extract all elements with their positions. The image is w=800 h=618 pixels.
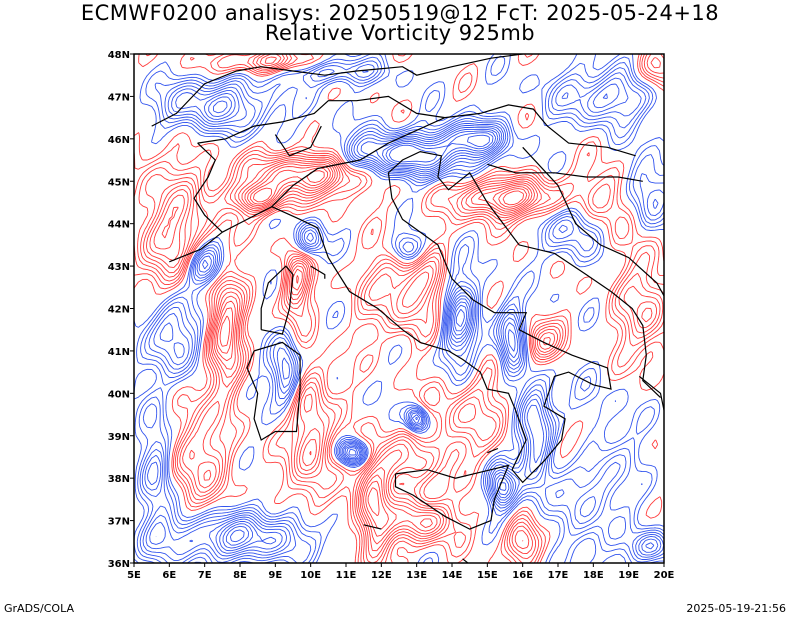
lon-label: 20E: [654, 570, 675, 581]
lon-label: 16E: [512, 570, 533, 581]
lat-label: 47N: [108, 92, 130, 103]
negative-contour: [229, 134, 490, 543]
positive-contour: [219, 167, 528, 517]
coastline: [151, 54, 523, 127]
footer-timestamp: 2025-05-19-21:56: [686, 602, 786, 615]
lon-label: 6E: [162, 570, 176, 581]
coastline: [222, 150, 661, 484]
lat-label: 43N: [108, 262, 130, 273]
coastline: [487, 163, 643, 182]
lon-label: 10E: [300, 570, 321, 581]
title-line-2: Relative Vorticity 925mb: [264, 21, 536, 45]
coastline: [310, 265, 326, 279]
coastline: [197, 95, 445, 144]
positive-contour: [146, 54, 657, 552]
longitude-labels: 5E 6E 7E 8E 9E 10E 11E 12E 13E 14E 15E 16E 17E 18E 19E…: [127, 570, 674, 581]
negative-contour: [134, 54, 664, 563]
negative-contour: [141, 63, 664, 563]
lon-label: 15E: [477, 570, 498, 581]
lon-label: 5E: [127, 570, 141, 581]
coastline: [169, 231, 223, 263]
positive-contour: [140, 54, 664, 563]
negative-contour: [225, 132, 507, 546]
lon-label: 7E: [198, 570, 212, 581]
lat-label: 37N: [108, 517, 130, 528]
negative-contour: [155, 92, 655, 554]
lon-label: 8E: [233, 570, 247, 581]
coastline: [462, 558, 469, 563]
lon-label: 18E: [583, 570, 604, 581]
vorticity-contours: [134, 54, 664, 563]
positive-contour: [137, 54, 664, 563]
coastline: [260, 265, 294, 335]
lon-label: 13E: [406, 570, 427, 581]
latitude-labels: 36N 37N 38N 39N 40N 41N 42N 43N 44N 45N 46N 47N 48N: [108, 50, 130, 570]
lat-label: 39N: [108, 432, 130, 443]
negative-contour: [144, 70, 662, 560]
lon-label: 19E: [618, 570, 639, 581]
lon-label: 12E: [371, 570, 392, 581]
positive-contour: [252, 170, 525, 206]
lon-label: 9E: [268, 570, 282, 581]
lat-label: 38N: [108, 474, 130, 485]
negative-contour: [134, 54, 664, 563]
lat-label: 44N: [108, 220, 130, 231]
coastline: [522, 146, 664, 297]
coastline: [638, 375, 664, 411]
lon-label: 17E: [548, 570, 569, 581]
coastline: [271, 112, 481, 208]
negative-contour: [136, 56, 664, 563]
axis-ticks: [130, 53, 665, 567]
negative-contour: [147, 83, 659, 557]
lat-label: 41N: [108, 347, 130, 358]
lat-label: 48N: [108, 50, 130, 61]
coastline: [274, 125, 322, 157]
positive-contour: [153, 163, 533, 537]
coastline: [193, 142, 223, 233]
title-line-1: ECMWF0200 analisys: 20250519@12 FcT: 202…: [80, 1, 720, 25]
coastline: [394, 464, 510, 530]
positive-contour: [149, 56, 653, 545]
negative-contour: [208, 96, 516, 552]
coastline: [480, 104, 636, 157]
lon-label: 14E: [442, 570, 463, 581]
positive-contour: [134, 54, 664, 563]
lat-label: 36N: [108, 559, 130, 570]
positive-contour: [134, 54, 664, 563]
positive-contour: [143, 54, 661, 559]
lat-label: 46N: [108, 135, 130, 146]
footer-credit: GrADS/COLA: [4, 602, 74, 615]
lat-label: 40N: [108, 389, 130, 400]
coastline: [246, 341, 301, 441]
coastlines: [151, 54, 664, 563]
lon-label: 11E: [336, 570, 357, 581]
lat-label: 42N: [108, 305, 130, 316]
lat-label: 45N: [108, 177, 130, 188]
coastline: [363, 524, 382, 530]
coastline: [487, 447, 499, 454]
